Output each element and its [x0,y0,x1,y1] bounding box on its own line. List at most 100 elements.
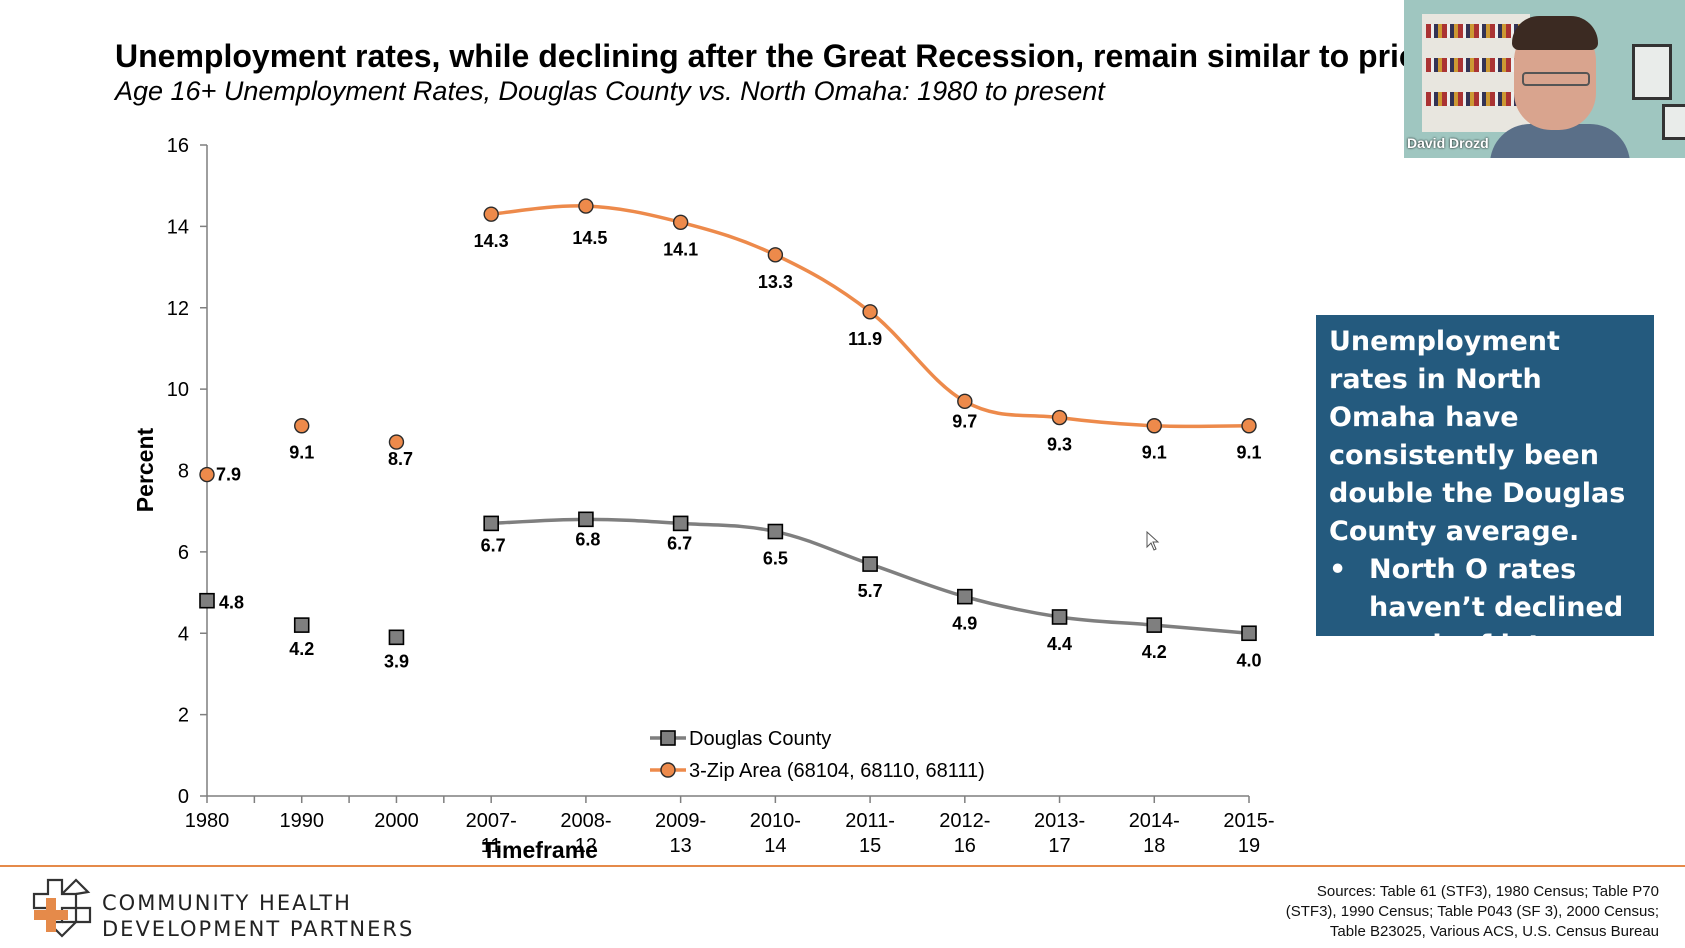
three-zip-point [388,434,405,450]
douglas-county-point [767,523,784,540]
sources-line: (STF3), 1990 Census; Table P043 (SF 3), … [1285,903,1659,920]
x-tick-label: 11 [481,835,502,857]
legend-label: 3-Zip Area (68104, 68110, 68111) [689,760,985,782]
douglas-county-point [1146,617,1163,633]
three-zip-point [862,304,878,320]
douglas-county-data-label: 4.0 [1236,650,1261,670]
chart-data-labels: 4.8 4.2 3.9 6.7 6.8 6.7 6.5 5.7 4.9 4.4 4.2 4.0 7.9 9… [216,228,1262,671]
douglas-county-data-label: 3.9 [384,651,409,671]
wall-picture [1662,104,1685,140]
callout-text: Unemployment rates in North Omaha have c… [1329,326,1626,547]
bookshelf-row [1426,92,1526,106]
y-tick-label: 16 [167,135,189,157]
x-tick-label: 18 [1143,835,1165,857]
webcam-video-tile[interactable]: David Drozd [1404,0,1685,158]
douglas-county-data-label: 6.8 [575,529,600,549]
legend-square-marker [660,730,676,746]
x-tick-label: 13 [670,835,692,857]
x-tick-label: 2012- [939,810,990,832]
douglas-county-point [1051,609,1068,625]
douglas-county-point [483,515,499,532]
three-zip-point [199,466,215,483]
three-zip-point [1051,409,1068,426]
douglas-county-data-label: 6.5 [763,549,788,569]
three-zip-data-label: 9.1 [289,443,314,463]
three-zip-data-label: 9.1 [1142,443,1167,463]
three-zip-data-label: 9.3 [1047,435,1072,455]
x-tick-label: 2007- [466,810,517,832]
douglas-county-point [388,629,405,646]
x-tick-label: 2014- [1129,810,1180,832]
y-tick-label: 4 [178,623,189,645]
three-zip-point [1146,418,1162,434]
x-tick-label: 1990 [279,810,324,832]
douglas-county-point [199,592,215,609]
wall-picture [1632,44,1672,100]
participant-name: David Drozd [1407,135,1489,151]
three-zip-data-label: 14.5 [572,228,607,248]
three-zip-point [1241,418,1257,434]
chdp-logo-text: COMMUNITY HEALTH DEVELOPMENT PARTNERS [102,890,414,942]
three-zip-data-label: 8.7 [388,449,413,469]
footer-divider [0,865,1685,867]
slide-title: Unemployment rates, while declining afte… [115,38,1405,74]
three-zip-point [957,393,973,410]
three-zip-data-label: 14.3 [474,231,509,251]
logo-line-2: DEVELOPMENT PARTNERS [102,917,415,941]
x-tick-label: 2010- [750,810,801,832]
x-axis-title: Timeframe [482,837,598,860]
x-tick-label: 2015- [1223,810,1274,832]
douglas-county-data-label: 4.2 [1142,642,1167,662]
chart-series [199,198,1257,646]
mouse-cursor-icon [1146,531,1160,551]
douglas-county-data-label: 6.7 [667,533,692,553]
x-tick-label: 1980 [185,810,230,832]
x-tick-label: 2008- [560,810,611,832]
sources-note: Sources: Table 61 (STF3), 1980 Census; T… [1229,882,1659,942]
x-tick-label: 2009- [655,810,706,832]
douglas-county-data-label: 6.7 [481,535,506,555]
y-tick-label: 14 [167,216,189,238]
three-zip-point [294,418,310,434]
speaker-glasses [1522,72,1590,86]
three-zip-data-label: 7.9 [216,465,241,485]
douglas-county-data-label: 4.2 [289,639,314,659]
y-axis-title: Percent [132,427,158,512]
logo-line-1: COMMUNITY HEALTH [102,891,352,915]
douglas-county-point [672,515,689,532]
douglas-county-data-label: 4.4 [1047,634,1072,654]
sources-line: Sources: Table 61 (STF3), 1980 Census; T… [1316,883,1659,900]
slide-subtitle: Age 16+ Unemployment Rates, Douglas Coun… [115,76,1105,106]
three-zip-data-label: 9.7 [952,411,977,431]
bookshelf-row [1426,58,1526,72]
callout-bullet-text: North O rates haven’t declined much of l… [1369,554,1624,661]
douglas-county-data-label: 4.8 [219,593,244,613]
x-tick-label: 17 [1048,835,1070,857]
x-tick-label: 16 [954,835,976,857]
douglas-county-point [578,511,594,528]
legend-circle-marker [660,762,676,778]
three-zip-point [672,214,689,231]
three-zip-point [767,247,784,263]
douglas-county-point [1241,625,1257,642]
chdp-logo-icon [32,878,92,938]
speaker-hair [1512,16,1598,50]
x-tick-label: 14 [764,835,786,857]
x-tick-label: 2013- [1034,810,1085,832]
douglas-county-point [957,588,973,605]
x-tick-label: 19 [1238,835,1260,857]
legend-label: Douglas County [689,728,831,750]
three-zip-point [483,206,499,222]
three-zip-point [578,198,594,214]
sources-line: Table B23025, Various ACS, U.S. Census B… [1329,923,1659,940]
three-zip-data-label: 11.9 [848,329,882,349]
unemployment-line-chart: 0 2 4 6 8 10 12 14 16 1980 1990 2000 2007- 11 2008- 12 2… [132,135,1275,860]
x-tick-label: 2000 [374,810,419,832]
y-tick-label: 12 [167,298,189,320]
douglas-county-data-label: 4.9 [952,614,977,634]
bullet-mark: • [1329,554,1347,585]
callout-bullet: • North O rates haven’t declined much of … [1329,551,1640,665]
chart-legend: Douglas County 3-Zip Area (68104, 68110, … [650,728,985,782]
x-tick-label: 2011- [845,810,895,832]
three-zip-data-label: 13.3 [758,272,793,292]
